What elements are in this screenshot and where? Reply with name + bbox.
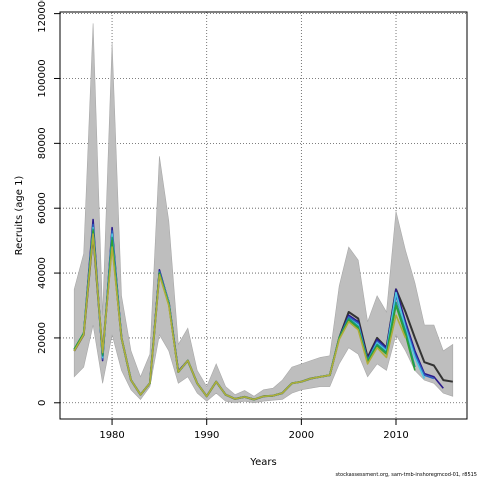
y-tick-label: 100000 — [37, 59, 48, 97]
plot-frame — [59, 11, 468, 420]
x-tick-label: 1990 — [194, 430, 219, 441]
x-tick-label: 1980 — [99, 430, 124, 441]
y-tick-label: 20000 — [37, 322, 48, 354]
y-tick-label: 40000 — [37, 257, 48, 289]
x-tick-label: 2000 — [289, 430, 314, 441]
x-tick-label: 2010 — [383, 430, 408, 441]
series-line-olive — [73, 233, 407, 401]
y-tick-label: 80000 — [37, 127, 48, 159]
series-lines — [73, 218, 453, 401]
axis-ticks: 1980 1990 2000 2010 0 20000 40000 60000 80000 100… — [37, 0, 409, 441]
y-tick-label: 0 — [37, 400, 48, 406]
y-tick-label: 120000 — [37, 0, 48, 33]
y-axis-label: Recruits (age 1) — [14, 176, 25, 256]
x-axis-label: Years — [249, 457, 276, 468]
source-caption: stockassessment.org, sam-tmb-inshoregmco… — [335, 472, 477, 478]
y-tick-label: 60000 — [37, 192, 48, 224]
